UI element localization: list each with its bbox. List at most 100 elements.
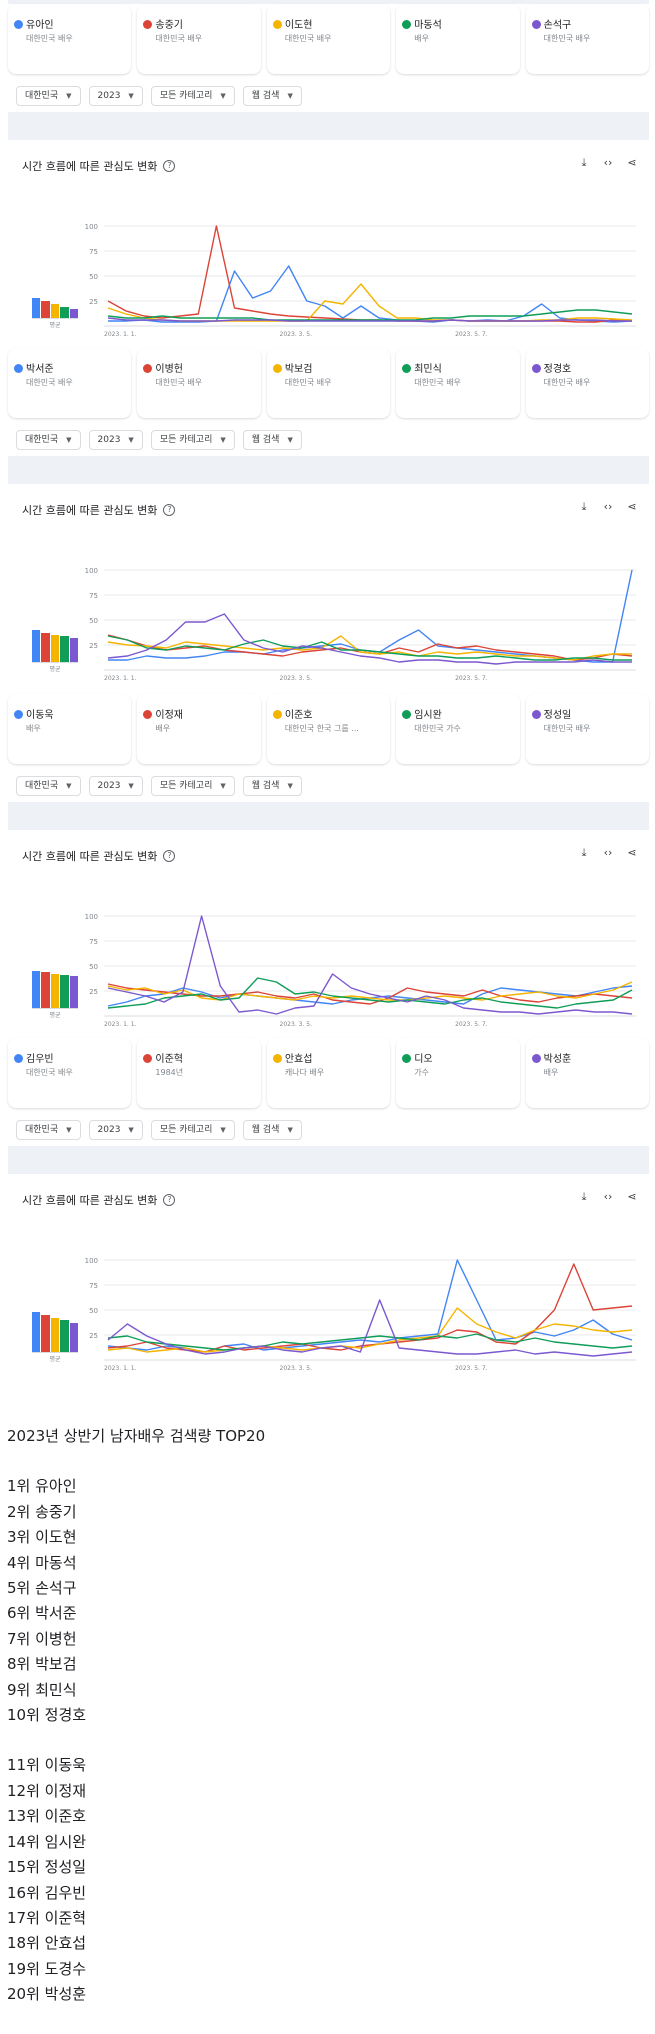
search-term-card[interactable]: 박성훈 배우 (525, 1038, 650, 1108)
search-term-card[interactable]: 이도현 대한민국 배우 (266, 4, 391, 74)
search-term-card[interactable]: 이준혁 1984년 (137, 1038, 261, 1108)
search-term-card[interactable]: 손석구 대한민국 배우 (525, 4, 650, 74)
embed-code-icon[interactable]: ‹› (603, 500, 613, 513)
term-category: 대한민국 배우 (26, 378, 73, 387)
article-body: 2023년 상반기 남자배우 검색량 TOP20 1위 유아인 2위 송중기 3위 이… (7, 1424, 647, 2008)
search-term-card[interactable]: 유아인 대한민국 배우 (8, 4, 132, 74)
series-line-유아인[interactable] (108, 265, 633, 323)
dropdown-label: 대한민국 (25, 435, 59, 445)
region-dropdown[interactable]: 대한민국 ▼ (16, 1120, 81, 1140)
embed-code-icon[interactable]: ‹› (603, 1190, 613, 1203)
search-term-card[interactable]: 정경호 대한민국 배우 (525, 348, 650, 418)
series-line-송중기[interactable] (107, 225, 633, 323)
search-term-card[interactable]: 마동석 배우 (396, 4, 520, 74)
download-icon[interactable]: ⤓ (581, 500, 587, 513)
search-type-dropdown[interactable]: 웹 검색 ▼ (242, 430, 302, 450)
series-line-임시완[interactable] (107, 977, 633, 1009)
series-line-최민식[interactable] (107, 635, 632, 661)
term-name: 손석구 (543, 20, 572, 31)
average-bar (60, 1320, 69, 1352)
series-line-안효섭[interactable] (107, 1307, 633, 1353)
series-line-손석구[interactable] (107, 317, 632, 322)
y-tick-label: 50 (89, 273, 98, 281)
average-bar-group (32, 619, 79, 663)
interest-over-time-card: 시간 흐름에 따른 관심도 변화? ⤓ ‹› ⋖ 평균 100 75 50 25 2023. 1.… (8, 484, 649, 704)
average-bar (69, 976, 79, 1008)
term-name: 임시완 (414, 710, 442, 721)
category-dropdown[interactable]: 모든 카테고리 ▼ (150, 430, 235, 450)
search-type-dropdown[interactable]: 웹 검색 ▼ (242, 86, 302, 106)
series-line-정경호[interactable] (107, 613, 632, 665)
chart-title-text: 시간 흐름에 따른 관심도 변화 (22, 850, 158, 863)
series-line-정성일[interactable] (107, 915, 633, 1015)
category-dropdown[interactable]: 모든 카테고리 ▼ (150, 1120, 235, 1140)
ranking-item: 13위 이준호 (7, 1807, 87, 1826)
embed-code-icon[interactable]: ‹› (603, 156, 613, 169)
help-icon[interactable]: ? (163, 850, 176, 862)
y-tick-label: 50 (89, 1307, 98, 1315)
search-type-dropdown[interactable]: 웹 검색 ▼ (242, 776, 302, 796)
series-line-디오[interactable] (107, 1333, 633, 1351)
search-term-card[interactable]: 이병헌 대한민국 배우 (137, 348, 261, 418)
term-name: 이정재 (155, 710, 184, 721)
average-bar (60, 636, 69, 662)
term-category: 대한민국 배우 (26, 1068, 73, 1077)
year-dropdown[interactable]: 2023 ▼ (88, 430, 143, 450)
download-icon[interactable]: ⤓ (581, 156, 587, 169)
search-type-dropdown[interactable]: 웹 검색 ▼ (242, 1120, 302, 1140)
share-icon[interactable]: ⋖ (627, 1190, 637, 1203)
dropdown-label: 대한민국 (25, 91, 59, 101)
region-dropdown[interactable]: 대한민국 ▼ (16, 86, 81, 106)
search-term-card[interactable]: 이준호 대한민국 한국 그룹 ... (266, 694, 391, 764)
dropdown-label: 웹 검색 (251, 91, 280, 101)
category-dropdown[interactable]: 모든 카테고리 ▼ (150, 86, 235, 106)
average-bar (69, 309, 79, 318)
search-term-card[interactable]: 안효섭 캐나다 배우 (266, 1038, 391, 1108)
category-dropdown[interactable]: 모든 카테고리 ▼ (150, 776, 235, 796)
ranking-item: 20위 박성훈 (7, 1985, 87, 2004)
help-icon[interactable]: ? (163, 1194, 176, 1206)
search-term-card[interactable]: 송중기 대한민국 배우 (137, 4, 261, 74)
average-bar (60, 306, 69, 318)
dropdown-label: 대한민국 (25, 781, 59, 791)
search-term-card[interactable]: 이정재 배우 (137, 694, 261, 764)
search-term-card[interactable]: 박서준 대한민국 배우 (8, 348, 132, 418)
share-icon[interactable]: ⋖ (627, 156, 637, 169)
series-line-마동석[interactable] (107, 309, 633, 321)
region-dropdown[interactable]: 대한민국 ▼ (16, 430, 81, 450)
series-line-이병헌[interactable] (107, 634, 633, 661)
ranking-item: 15위 정성일 (7, 1858, 87, 1877)
search-term-card[interactable]: 정성일 대한민국 배우 (525, 694, 650, 764)
share-icon[interactable]: ⋖ (627, 500, 637, 513)
term-row: 김우빈 대한민국 배우 이준혁 1984년 안효섭 캐나다 배우 디오 가수 박성훈 배우 (8, 1038, 650, 1108)
series-line-김우빈[interactable] (107, 1259, 633, 1353)
term-name: 최민식 (414, 364, 442, 375)
average-bar (32, 297, 41, 318)
search-term-card[interactable]: 김우빈 대한민국 배우 (8, 1038, 132, 1108)
series-line-이준혁[interactable] (107, 1263, 633, 1353)
chart-title-text: 시간 흐름에 따른 관심도 변화 (22, 160, 158, 173)
search-term-card[interactable]: 최민식 대한민국 배우 (396, 348, 520, 418)
share-icon[interactable]: ⋖ (627, 846, 637, 859)
search-term-card[interactable]: 임시완 대한민국 가수 (396, 694, 520, 764)
term-name: 이동욱 (26, 710, 54, 721)
download-icon[interactable]: ⤓ (581, 846, 587, 859)
search-term-card[interactable]: 디오 가수 (396, 1038, 520, 1108)
average-bar (50, 1317, 60, 1352)
year-dropdown[interactable]: 2023 ▼ (88, 86, 143, 106)
search-term-card[interactable]: 박보검 대한민국 배우 (266, 348, 391, 418)
ranking-item: 16위 김우빈 (7, 1883, 87, 1902)
series-line-박성훈[interactable] (107, 1299, 633, 1357)
download-icon[interactable]: ⤓ (581, 1190, 587, 1203)
x-tick-label: 2023. 5. 7. (455, 675, 488, 682)
embed-code-icon[interactable]: ‹› (603, 846, 613, 859)
caret-down-icon: ▼ (66, 1126, 72, 1134)
series-line-박보검[interactable] (107, 635, 632, 661)
region-dropdown[interactable]: 대한민국 ▼ (16, 776, 81, 796)
section-divider-band (8, 112, 649, 140)
year-dropdown[interactable]: 2023 ▼ (88, 776, 143, 796)
search-term-card[interactable]: 이동욱 배우 (8, 694, 132, 764)
help-icon[interactable]: ? (163, 160, 176, 172)
year-dropdown[interactable]: 2023 ▼ (88, 1120, 143, 1140)
help-icon[interactable]: ? (163, 504, 176, 516)
